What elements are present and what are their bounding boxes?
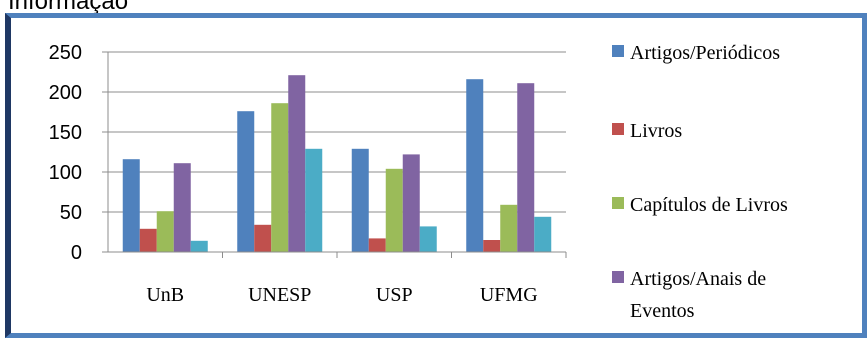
bar (237, 111, 255, 252)
bar (156, 211, 174, 252)
category-label: USP (376, 284, 413, 306)
bar (190, 240, 208, 252)
bar (368, 238, 386, 252)
bar (351, 148, 369, 252)
chart-frame (5, 13, 867, 338)
category-labels: UnB UNESP USP UFMG (146, 284, 537, 306)
bar (419, 226, 437, 252)
bar (517, 83, 535, 252)
legend-swatch (612, 271, 624, 283)
bar (483, 240, 501, 252)
legend-label: Livros (630, 120, 682, 142)
legend-label: Artigos/Anais de (630, 268, 766, 290)
bar (271, 103, 289, 252)
bar (305, 148, 323, 252)
bars (122, 75, 552, 252)
legend-swatch (612, 197, 624, 209)
legend-swatch (612, 45, 624, 57)
y-tick-label: 150 (49, 122, 82, 144)
bar (466, 79, 484, 252)
legend: Artigos/Periódicos Livros Capítulos de Liv… (612, 42, 788, 322)
category-label: UnB (146, 284, 184, 306)
y-tick-label: 200 (49, 82, 82, 104)
bar (385, 168, 403, 252)
y-tick-label: 250 (49, 42, 82, 64)
category-label: UNESP (248, 284, 311, 306)
page-title: Informação (8, 0, 129, 15)
legend-label: Eventos (630, 300, 695, 322)
bar (534, 216, 552, 252)
y-tick-label: 0 (71, 242, 82, 264)
y-tick-label: 50 (60, 202, 82, 224)
y-tick-labels: 0 50 100 150 200 250 (49, 42, 82, 264)
bar (500, 204, 518, 252)
axes (102, 51, 567, 258)
legend-label: Artigos/Periódicos (630, 42, 780, 64)
bar (402, 154, 420, 252)
bar (139, 228, 157, 252)
bar (254, 224, 272, 252)
legend-swatch (612, 123, 624, 135)
bar (288, 75, 306, 252)
legend-label: Capítulos de Livros (630, 194, 788, 216)
category-label: UFMG (480, 284, 538, 306)
bar (122, 159, 140, 252)
y-tick-label: 100 (49, 162, 82, 184)
bar (173, 163, 191, 252)
